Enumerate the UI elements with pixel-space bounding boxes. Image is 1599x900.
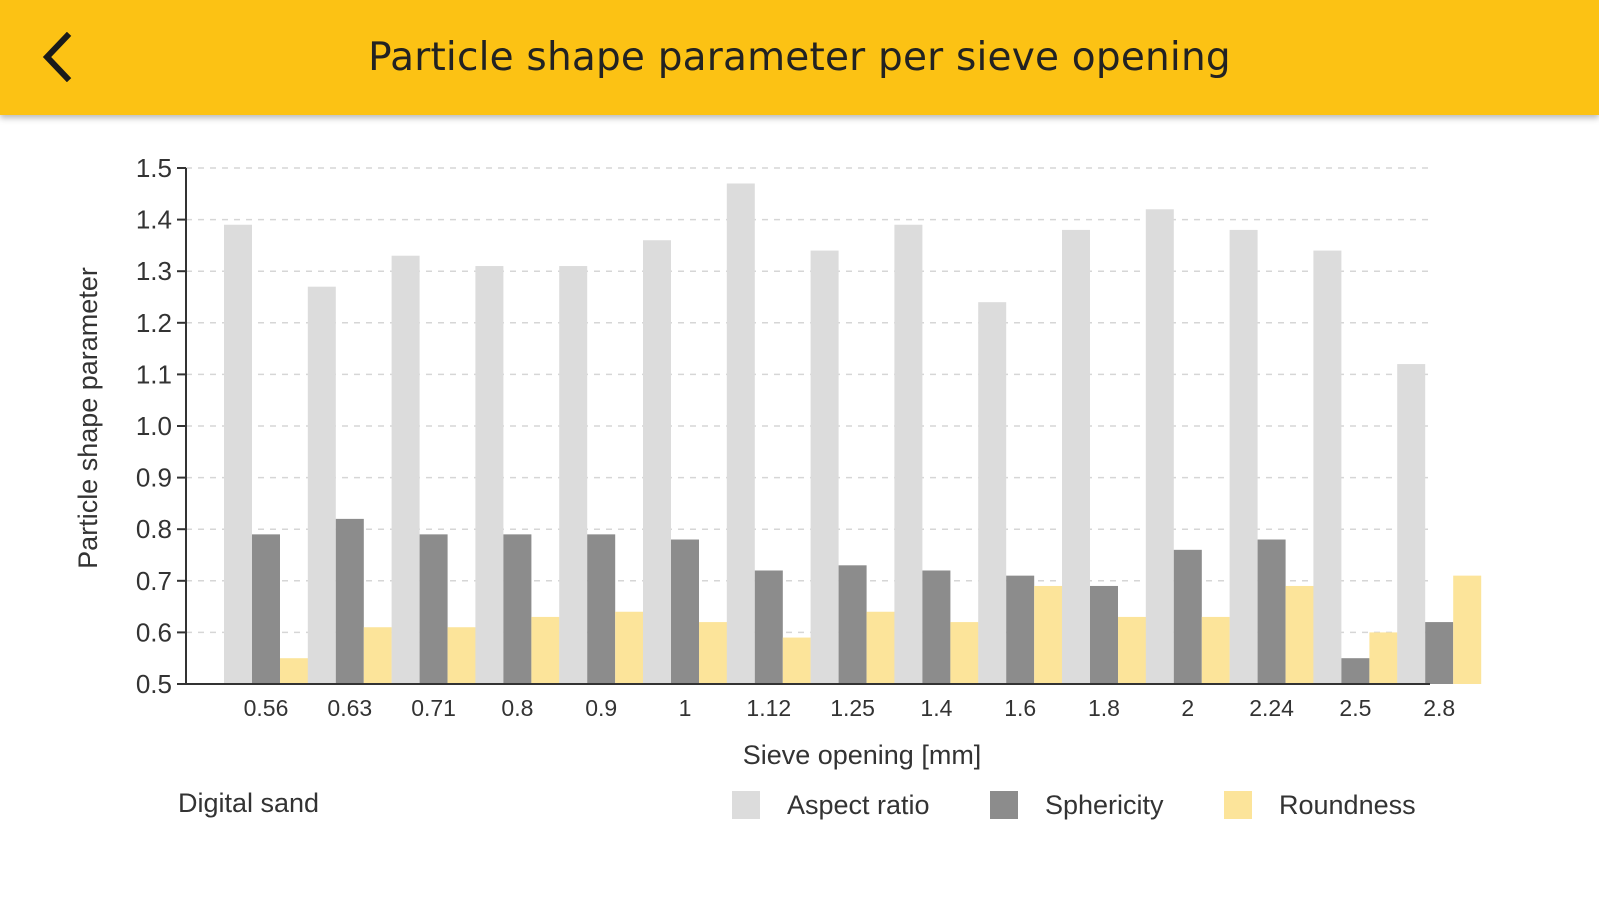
bar-sphericity-2.8 (1425, 622, 1454, 684)
bar-aspect-ratio-0.63 (307, 286, 336, 684)
bar-aspect-ratio-0.56 (224, 224, 252, 684)
legend-item-aspect-ratio: Aspect ratio (732, 788, 930, 822)
dataset-label: Digital sand (178, 788, 320, 818)
x-tick-label: 0.56 (244, 695, 289, 721)
legend-swatch-sphericity (990, 791, 1018, 819)
y-tick-label: 1.4 (136, 205, 172, 235)
bar-aspect-ratio-1 (643, 240, 671, 685)
y-tick-label: 1.0 (136, 411, 172, 441)
legend-item-sphericity: Sphericity (990, 788, 1164, 822)
bar-aspect-ratio-1.6 (978, 302, 1007, 684)
bar-sphericity-1.8 (1090, 585, 1118, 684)
bar-roundness-0.63 (363, 627, 392, 684)
bar-aspect-ratio-0.71 (391, 255, 420, 684)
y-tick-label: 0.9 (136, 463, 172, 493)
x-tick-label: 1.8 (1088, 695, 1120, 721)
bar-roundness-1.25 (866, 611, 895, 684)
y-tick-label: 0.7 (136, 566, 172, 596)
bar-aspect-ratio-2.8 (1397, 364, 1426, 684)
x-tick-label: 1.12 (746, 695, 791, 721)
bar-sphericity-1.4 (922, 570, 951, 684)
y-tick-label: 1.5 (136, 153, 172, 183)
y-axis-title: Particle shape parameter (73, 267, 103, 569)
x-tick-label: 2.8 (1423, 695, 1455, 721)
bar-roundness-0.8 (531, 616, 560, 684)
bar-sphericity-0.56 (252, 534, 280, 684)
app-header: Particle shape parameter per sieve openi… (0, 0, 1599, 115)
bar-roundness-1.12 (782, 637, 811, 684)
bar-sphericity-1.12 (754, 570, 783, 684)
bar-roundness-1.8 (1118, 616, 1146, 684)
bar-aspect-ratio-1.8 (1062, 229, 1090, 685)
bar-roundness-1.6 (1034, 585, 1063, 684)
x-tick-label: 1.6 (1004, 695, 1036, 721)
legend-label-aspect-ratio: Aspect ratio (787, 789, 930, 820)
y-tick-label: 0.8 (136, 514, 172, 544)
back-button[interactable] (22, 22, 92, 92)
bar-aspect-ratio-0.8 (475, 266, 504, 684)
y-tick-label: 1.3 (136, 256, 172, 286)
page-title: Particle shape parameter per sieve openi… (368, 35, 1231, 80)
y-tick-label: 1.2 (136, 308, 172, 338)
bar-roundness-2 (1201, 616, 1230, 684)
legend-label-sphericity: Sphericity (1045, 789, 1164, 820)
x-tick-label: 0.63 (327, 695, 372, 721)
bar-aspect-ratio-1.4 (894, 224, 923, 684)
bar-aspect-ratio-2 (1145, 209, 1174, 684)
x-tick-label: 2 (1181, 695, 1194, 721)
bar-sphericity-2 (1173, 549, 1202, 684)
x-tick-label: 0.8 (501, 695, 533, 721)
bar-sphericity-0.71 (419, 534, 448, 684)
bar-roundness-1.4 (950, 622, 979, 684)
bar-sphericity-1 (671, 539, 699, 684)
bar-sphericity-2.5 (1341, 658, 1370, 684)
legend-swatch-roundness (1224, 791, 1252, 819)
chevron-left-icon (42, 32, 72, 82)
bar-roundness-2.5 (1369, 632, 1398, 684)
x-tick-label: 2.24 (1249, 695, 1294, 721)
y-tick-label: 1.1 (136, 359, 172, 389)
bar-aspect-ratio-1.12 (726, 183, 755, 685)
bar-roundness-2.24 (1285, 585, 1314, 684)
bar-roundness-0.71 (447, 627, 476, 684)
x-tick-label: 1 (679, 695, 692, 721)
bar-aspect-ratio-1.25 (810, 250, 839, 684)
legend-item-roundness: Roundness (1224, 788, 1416, 822)
x-tick-label: 1.25 (830, 695, 875, 721)
y-tick-label: 0.5 (136, 669, 172, 699)
bar-roundness-0.56 (280, 658, 308, 684)
bar-roundness-1 (699, 622, 727, 684)
bar-aspect-ratio-2.5 (1313, 250, 1342, 684)
x-tick-label: 2.5 (1339, 695, 1371, 721)
bar-roundness-2.8 (1453, 575, 1482, 684)
bar-aspect-ratio-2.24 (1229, 229, 1258, 685)
bar-aspect-ratio-0.9 (559, 266, 588, 684)
bar-sphericity-1.6 (1006, 575, 1035, 684)
x-tick-label: 0.71 (411, 695, 456, 721)
bar-roundness-0.9 (615, 611, 644, 684)
legend-swatch-aspect-ratio (732, 791, 760, 819)
bar-sphericity-2.24 (1257, 539, 1286, 684)
x-axis-title: Sieve opening [mm] (743, 740, 982, 770)
bar-sphericity-1.25 (838, 565, 867, 684)
bar-sphericity-0.63 (335, 518, 364, 684)
x-tick-label: 1.4 (920, 695, 952, 721)
bar-sphericity-0.8 (503, 534, 532, 684)
legend-label-roundness: Roundness (1279, 789, 1416, 820)
y-tick-label: 0.6 (136, 617, 172, 647)
bar-sphericity-0.9 (587, 534, 616, 684)
x-tick-label: 0.9 (585, 695, 617, 721)
